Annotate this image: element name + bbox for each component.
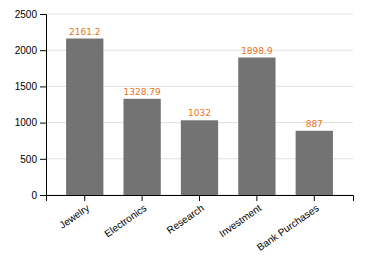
x-tick-mark bbox=[314, 195, 315, 201]
bar bbox=[238, 58, 275, 195]
y-tick-mark bbox=[40, 86, 46, 87]
x-tick-label: Bank Purchases bbox=[255, 202, 321, 253]
y-tick: 500 bbox=[20, 154, 46, 165]
y-tick: 0 bbox=[31, 190, 46, 201]
data-label: 1898.9 bbox=[241, 46, 273, 56]
data-label: 1328.79 bbox=[124, 87, 161, 97]
y-tick-label: 2500 bbox=[15, 9, 38, 20]
plot: 0 500 1000 1500 2000 2500 Jewelry Electronics Re… bbox=[15, 9, 354, 253]
data-label: 1032 bbox=[188, 108, 211, 118]
y-tick-mark bbox=[40, 195, 46, 196]
x-tick-label: Research bbox=[165, 202, 206, 236]
chart: 0 500 1000 1500 2000 2500 Jewelry Electronics Re… bbox=[0, 0, 367, 267]
y-tick-mark bbox=[40, 14, 46, 15]
x-axis: Jewelry Electronics Research InvestmentBank… bbox=[47, 195, 354, 253]
bar bbox=[296, 131, 333, 195]
x-tick: Bank Purchases bbox=[255, 195, 321, 253]
bar bbox=[66, 39, 103, 195]
x-tick: Investment bbox=[217, 195, 264, 239]
bars bbox=[66, 39, 333, 195]
x-axis-line bbox=[47, 196, 354, 202]
y-tick-label: 500 bbox=[20, 154, 37, 165]
bar bbox=[181, 120, 218, 195]
x-tick: Jewelry bbox=[57, 195, 91, 231]
x-tick: Electronics bbox=[102, 195, 148, 239]
y-tick-mark bbox=[40, 50, 46, 51]
x-tick-label: Jewelry bbox=[57, 202, 91, 230]
x-tick-mark bbox=[142, 195, 143, 201]
y-tick: 2500 bbox=[15, 9, 46, 20]
y-tick: 1000 bbox=[15, 117, 46, 128]
x-tick-label: Investment bbox=[217, 202, 264, 239]
data-label: 887 bbox=[306, 119, 323, 129]
y-tick: 2000 bbox=[15, 45, 46, 56]
y-tick-label: 0 bbox=[31, 190, 37, 201]
x-tick-mark bbox=[256, 195, 257, 201]
bar bbox=[123, 99, 160, 195]
y-tick: 1500 bbox=[15, 81, 46, 92]
grid bbox=[46, 14, 353, 195]
data-labels: 2161.2 1328.79 1032 1898.9 887 bbox=[69, 27, 323, 129]
grid-line bbox=[46, 14, 353, 15]
y-tick-label: 1500 bbox=[15, 81, 38, 92]
data-label: 2161.2 bbox=[69, 27, 101, 37]
y-axis-line bbox=[40, 15, 47, 196]
x-tick-label: Electronics bbox=[102, 202, 148, 239]
y-tick-mark bbox=[40, 123, 46, 124]
y-tick-mark bbox=[40, 159, 46, 160]
x-tick-mark bbox=[199, 195, 200, 201]
x-tick: Research bbox=[165, 195, 206, 236]
x-tick-mark bbox=[84, 195, 85, 201]
y-axis: 0 500 1000 1500 2000 2500 bbox=[15, 9, 47, 201]
y-tick-label: 1000 bbox=[15, 117, 38, 128]
y-tick-label: 2000 bbox=[15, 45, 38, 56]
